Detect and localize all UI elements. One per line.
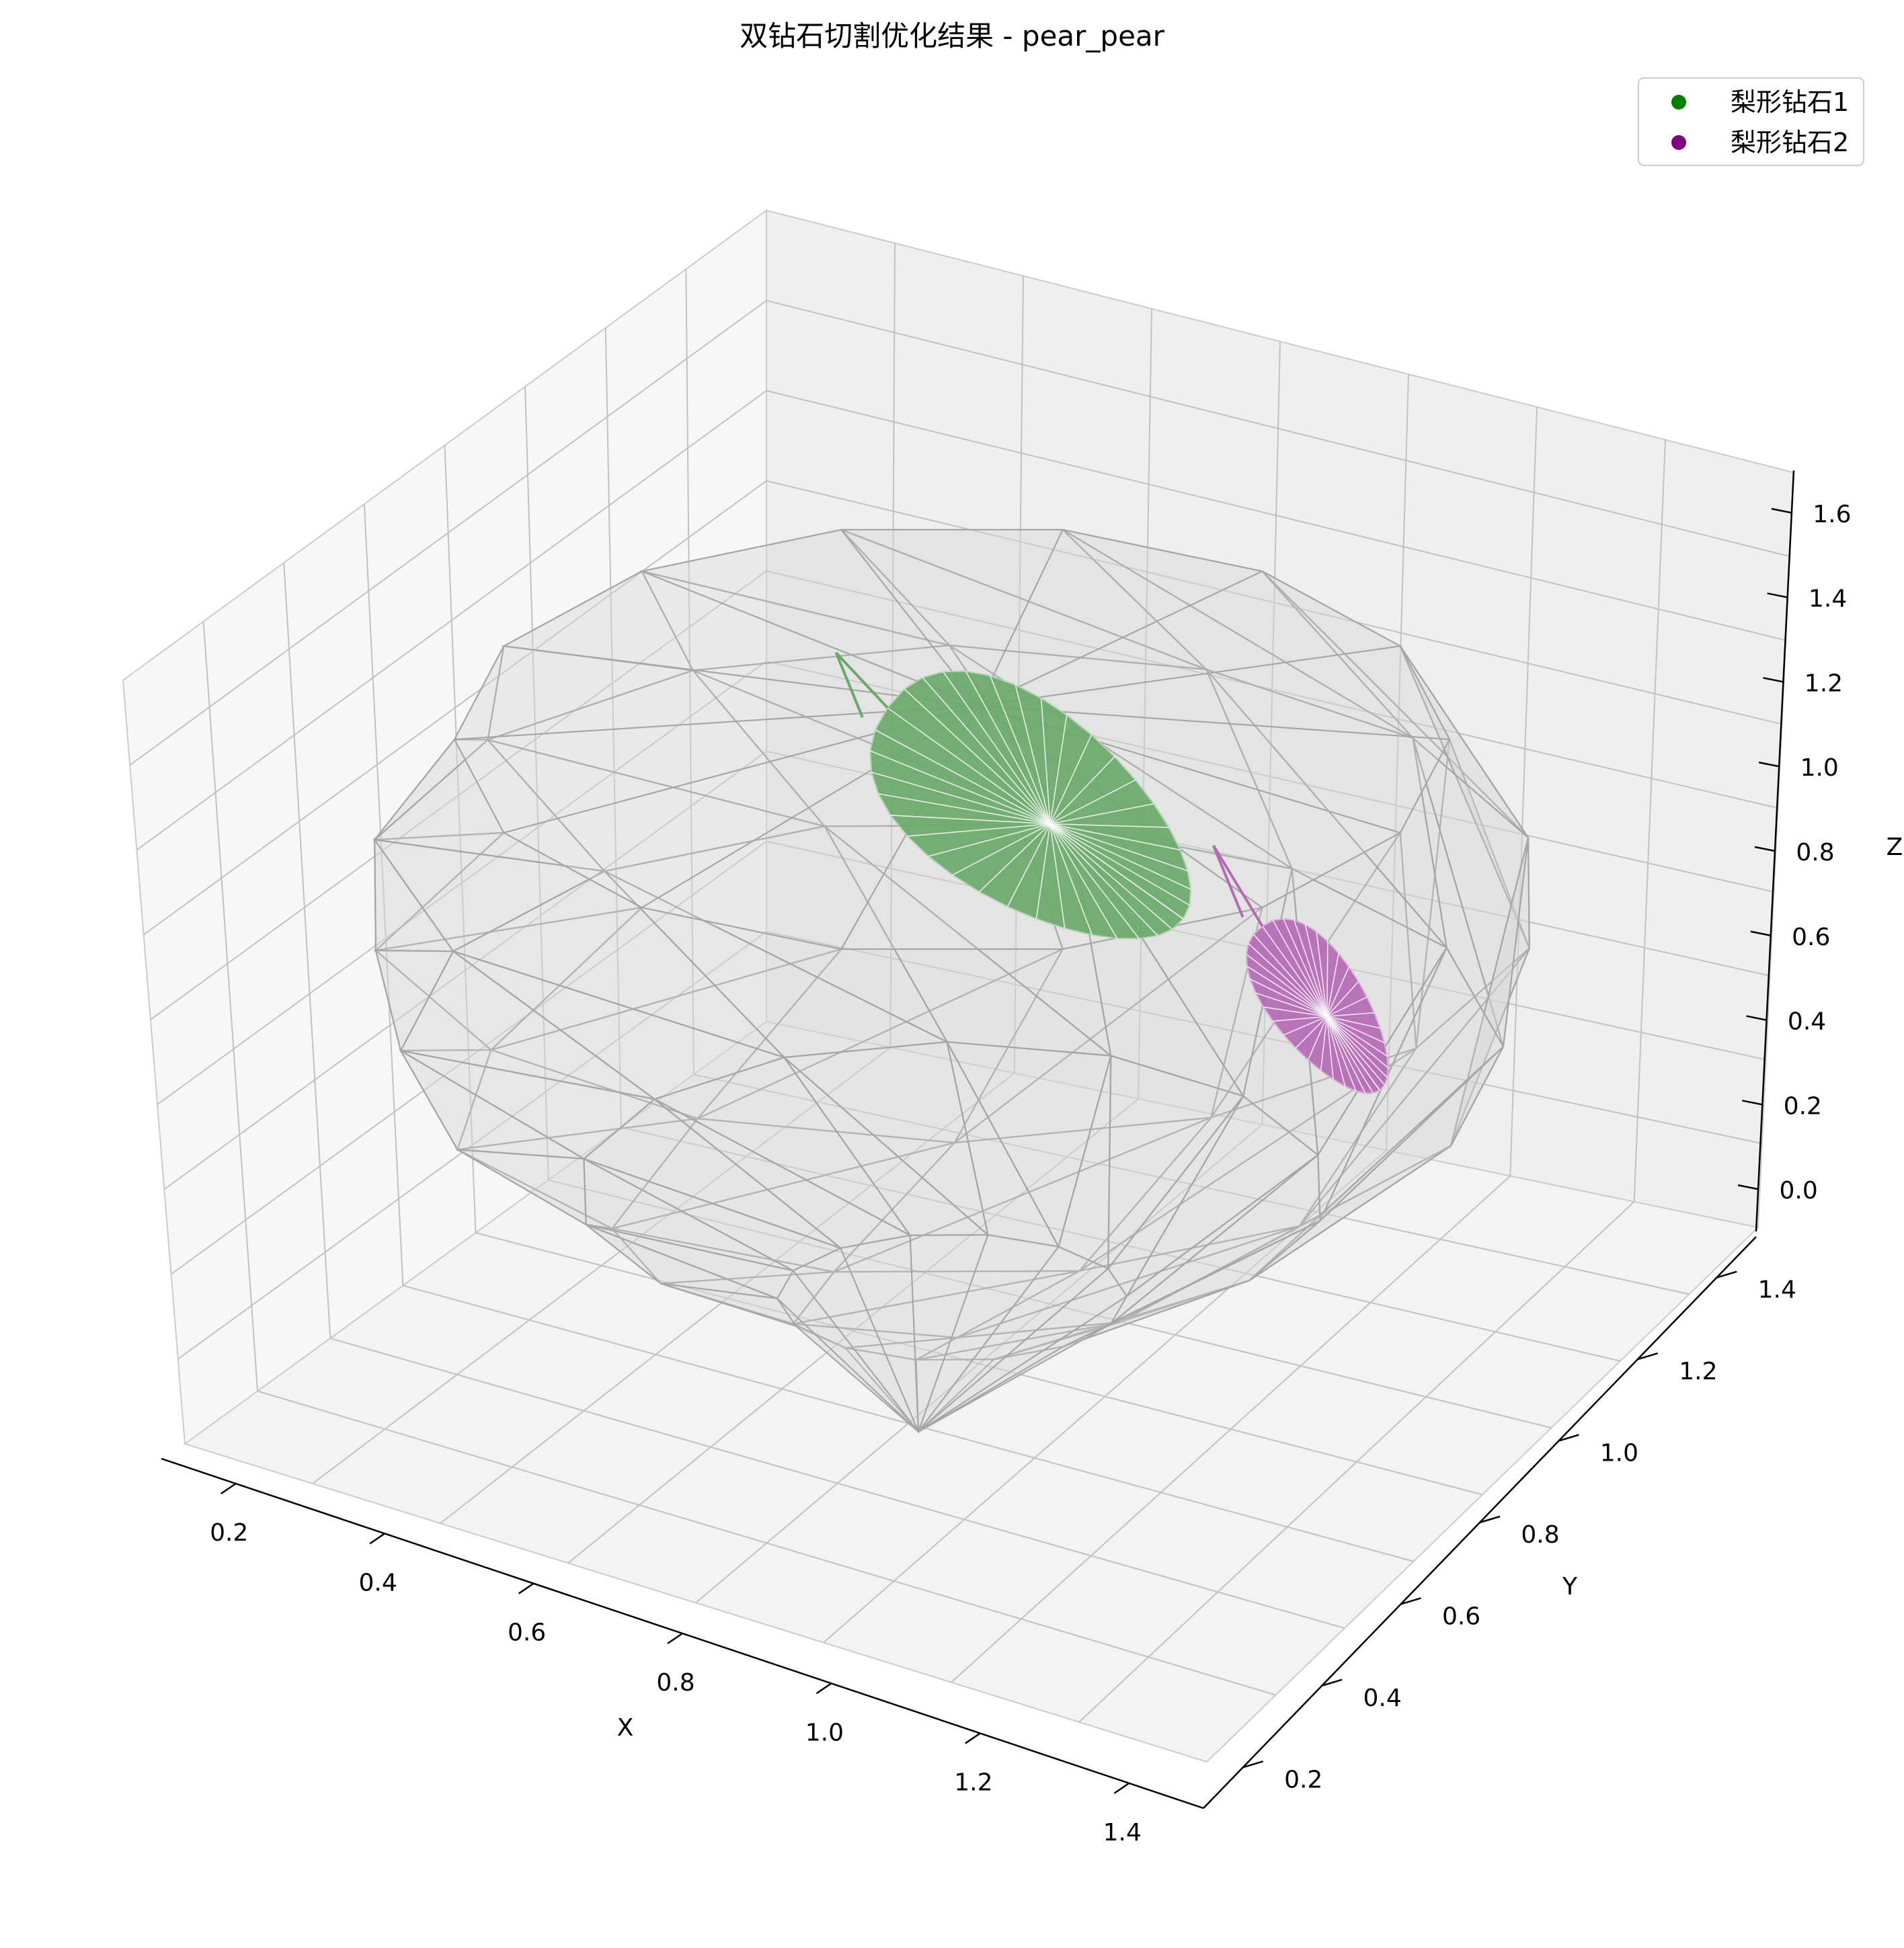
x-tick-label: 0.8 xyxy=(656,1669,695,1697)
grid-line xyxy=(695,1124,1263,1604)
legend-label-diamond-1: 梨形钻石1 xyxy=(1731,87,1849,117)
grid-line xyxy=(1078,1201,1635,1723)
z-tick-label: 1.2 xyxy=(1804,669,1843,697)
diamond-tip xyxy=(834,651,889,719)
axes-panes xyxy=(122,209,1795,1763)
grid-line xyxy=(889,243,896,1048)
grid-line xyxy=(444,445,477,1233)
y-tick-label: 0.6 xyxy=(1442,1602,1480,1630)
z-tick-mark xyxy=(1758,761,1780,768)
grid-line xyxy=(1138,309,1152,1099)
z-tick-mark xyxy=(1746,1015,1767,1021)
z-tick-mark xyxy=(1737,1184,1759,1190)
z-tick-label: 0.0 xyxy=(1779,1177,1817,1205)
grid-line xyxy=(363,503,404,1286)
y-tick-mark xyxy=(1479,1515,1501,1524)
x-axis-label: X xyxy=(617,1714,634,1742)
x-tick-label: 0.4 xyxy=(359,1569,397,1596)
x-tick-mark xyxy=(965,1732,981,1744)
legend: 梨形钻石1 梨形钻石2 xyxy=(1638,77,1864,166)
z-tick-label: 0.6 xyxy=(1792,924,1830,951)
grid-line xyxy=(1633,440,1666,1202)
x-tick-mark xyxy=(369,1533,385,1545)
x-tick-mark xyxy=(221,1483,237,1495)
x-tick-mark xyxy=(816,1682,832,1695)
grid-line xyxy=(283,563,331,1339)
grid-line xyxy=(524,387,549,1180)
stone-facet xyxy=(978,645,1451,741)
chart-title: 双钻石切割优化结果 - pear_pear xyxy=(740,19,1165,52)
diamond-facet xyxy=(1261,920,1328,1017)
x-tick-mark xyxy=(667,1632,683,1645)
z-tick-mark xyxy=(1750,930,1772,937)
z-tick-label: 0.4 xyxy=(1788,1008,1826,1036)
x-tick-label: 1.4 xyxy=(1103,1819,1142,1846)
y-tick-mark xyxy=(1400,1597,1421,1605)
grid-line xyxy=(1385,374,1409,1151)
z-tick-label: 1.0 xyxy=(1800,754,1839,782)
z-tick-label: 0.2 xyxy=(1784,1092,1822,1120)
pear-diamond-1 xyxy=(834,651,1192,940)
z-axis-ticks: 0.0 0.2 0.4 0.6 0.8 1.0 1.2 1.4 1.6 xyxy=(1737,501,1852,1205)
legend-frame xyxy=(1638,77,1864,166)
grid-line xyxy=(1509,407,1538,1176)
x-tick-mark xyxy=(518,1582,534,1594)
y-tick-mark xyxy=(1242,1760,1264,1769)
y-tick-mark xyxy=(1716,1270,1737,1279)
y-tick-mark xyxy=(1558,1434,1579,1442)
pear-diamond-2 xyxy=(1212,844,1389,1094)
stone-facet xyxy=(918,1323,1111,1432)
grid-line xyxy=(951,1175,1511,1683)
y-tick-mark xyxy=(1637,1352,1659,1361)
y-tick-label: 0.4 xyxy=(1363,1685,1402,1712)
z-tick-mark xyxy=(1763,677,1784,683)
y-axis-ticks: 0.2 0.4 0.6 0.8 1.0 1.2 1.4 xyxy=(1242,1270,1796,1793)
grid-line xyxy=(548,1179,1552,1429)
floor-pane xyxy=(183,1020,1760,1763)
y-tick-label: 0.2 xyxy=(1284,1766,1322,1793)
z-axis-label: Z xyxy=(1887,834,1903,861)
diamond-tip xyxy=(1212,844,1264,928)
x-tick-label: 0.2 xyxy=(210,1519,248,1547)
y-tick-mark xyxy=(1321,1678,1343,1687)
x-tick-mark xyxy=(1113,1782,1129,1794)
y-tick-label: 1.4 xyxy=(1758,1276,1796,1304)
x-tick-label: 1.2 xyxy=(954,1769,992,1797)
legend-marker-diamond-2 xyxy=(1671,135,1686,150)
diamond-facet xyxy=(887,688,1051,825)
y-tick-label: 0.8 xyxy=(1521,1521,1559,1549)
grid-line xyxy=(1013,276,1024,1073)
z-tick-mark xyxy=(1754,846,1776,852)
z-tick-mark xyxy=(1742,1100,1763,1106)
x-tick-label: 0.6 xyxy=(508,1619,546,1647)
grid-line xyxy=(202,621,259,1391)
y-tick-label: 1.2 xyxy=(1679,1358,1717,1385)
z-tick-mark xyxy=(1771,508,1792,514)
z-tick-label: 0.8 xyxy=(1796,839,1834,866)
x-tick-label: 1.0 xyxy=(805,1719,844,1746)
legend-marker-diamond-1 xyxy=(1671,95,1686,110)
x-axis-ticks: 0.2 0.4 0.6 0.8 1.0 1.2 1.4 xyxy=(210,1483,1142,1846)
y-tick-label: 1.0 xyxy=(1600,1440,1638,1467)
legend-label-diamond-2: 梨形钻石2 xyxy=(1731,128,1849,157)
z-tick-label: 1.4 xyxy=(1809,585,1847,613)
grid-line xyxy=(604,327,622,1128)
y-axis-label: Y xyxy=(1562,1573,1578,1600)
z-tick-mark xyxy=(1767,592,1788,598)
z-tick-label: 1.6 xyxy=(1813,501,1851,528)
grid-line xyxy=(823,1149,1387,1643)
